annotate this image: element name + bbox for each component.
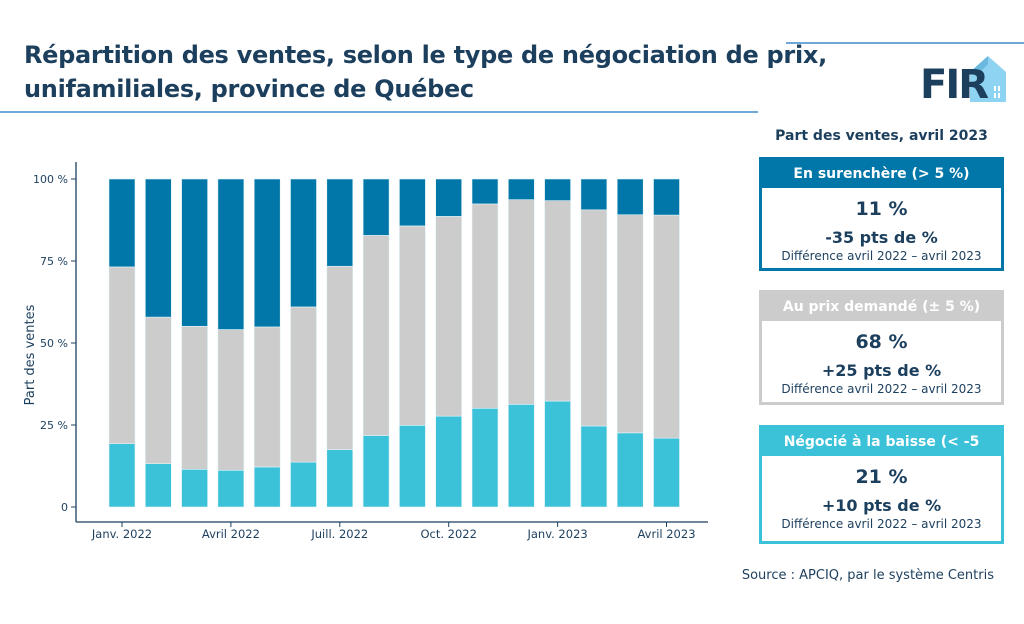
stacked-bar-chart: 0 25 % 50 % 75 % 100 % Part des ventes Janv. 2… [23, 162, 708, 541]
bar-segment [290, 178, 317, 308]
bar-segment [362, 235, 390, 436]
bar-segment [616, 214, 644, 434]
x-tick-label: Avril 2023 [637, 527, 695, 541]
y-tick-label: 25 % [40, 419, 68, 432]
bar-segment [290, 461, 317, 508]
bar-segment [544, 400, 571, 508]
bar-segment [399, 178, 426, 227]
bar-segment [253, 326, 281, 468]
bar-segment [108, 178, 136, 268]
x-tick-label: Janv. 2022 [91, 527, 152, 541]
bar-segment [217, 469, 245, 508]
bar-segment [616, 178, 644, 216]
bar-segment [544, 200, 571, 402]
bar-segment [471, 407, 499, 508]
bar-segment [507, 404, 535, 508]
bar-segment [580, 209, 608, 427]
x-tick-label: Juill. 2022 [310, 527, 368, 541]
x-tick-label: Avril 2022 [202, 527, 260, 541]
y-tick-label: 50 % [40, 337, 68, 350]
bar-segment [181, 468, 208, 508]
bar-segment [217, 178, 245, 330]
bar-segment [145, 178, 172, 318]
panel-title: Part des ventes, avril 2023 [775, 128, 988, 144]
title-line-2: unifamiliales, province de Québec [24, 75, 474, 103]
bar-segment [108, 443, 136, 508]
bar-segment [653, 214, 680, 439]
bar-segment [145, 316, 172, 465]
y-axis-label: Part des ventes [23, 304, 38, 405]
bar-segment [399, 425, 426, 508]
x-tick-label: Oct. 2022 [420, 527, 476, 541]
summary-note: Différence avril 2022 – avril 2023 [781, 382, 982, 396]
summary-note: Différence avril 2022 – avril 2023 [781, 249, 982, 263]
divider-title [0, 111, 758, 113]
summary-change: +25 pts de % [821, 361, 942, 380]
bar-segment [471, 203, 499, 409]
summary-value: 68 % [855, 331, 908, 353]
fir-logo: FIR [920, 56, 1006, 102]
y-tick-label: 0 [61, 501, 68, 514]
bar-segment [399, 225, 426, 426]
bar-segment [181, 325, 208, 470]
bar-segment [435, 415, 463, 508]
summary-value: 21 % [855, 466, 908, 488]
bar-segment [326, 178, 354, 267]
summary-box-header: Négocié à la baisse (< -5 [762, 428, 1001, 456]
bar-segment [616, 432, 644, 508]
summary-box: En surenchère (> 5 %) 11 % -35 pts de % … [759, 157, 1004, 271]
bar-segment [435, 178, 463, 217]
bar-segment [580, 178, 608, 211]
summary-note: Différence avril 2022 – avril 2023 [781, 517, 982, 531]
bar-segment [435, 216, 463, 417]
source-note: Source : APCIQ, par le système Centris [741, 568, 994, 583]
bar-segment [362, 178, 390, 236]
summary-box-header: Au prix demandé (± 5 %) [762, 293, 1001, 321]
bar-segment [362, 435, 390, 508]
bar-segment [217, 329, 245, 471]
bar-segment [507, 199, 535, 405]
divider-top [786, 42, 1024, 44]
bar-segment [145, 463, 172, 508]
bar-segment [253, 178, 281, 328]
svg-text:FIR: FIR [920, 62, 988, 102]
x-tick-label: Janv. 2023 [526, 527, 587, 541]
summary-change: +10 pts de % [821, 496, 942, 515]
bar-segment [326, 265, 354, 450]
y-tick-label: 75 % [40, 255, 68, 268]
bar-segment [108, 266, 136, 444]
bar-segment [181, 178, 208, 327]
summary-change: -35 pts de % [825, 228, 938, 247]
y-tick-label: 100 % [33, 173, 68, 186]
summary-box-header: En surenchère (> 5 %) [762, 160, 1001, 188]
bar-segment [653, 178, 680, 216]
bar-segment [253, 466, 281, 508]
bar-segment [326, 449, 354, 508]
summary-box: Au prix demandé (± 5 %) 68 % +25 pts de … [759, 290, 1004, 405]
bar-segment [544, 178, 571, 201]
bar-segment [653, 437, 680, 508]
bar-segment [290, 306, 317, 463]
title-line-1: Répartition des ventes, selon le type de… [24, 41, 827, 69]
bar-segment [507, 178, 535, 200]
summary-box: Négocié à la baisse (< -5 21 % +10 pts d… [759, 425, 1004, 544]
summary-value: 11 % [855, 198, 908, 220]
bar-segment [471, 178, 499, 205]
bar-segment [580, 425, 608, 508]
page-title: Répartition des ventes, selon le type de… [24, 38, 827, 106]
